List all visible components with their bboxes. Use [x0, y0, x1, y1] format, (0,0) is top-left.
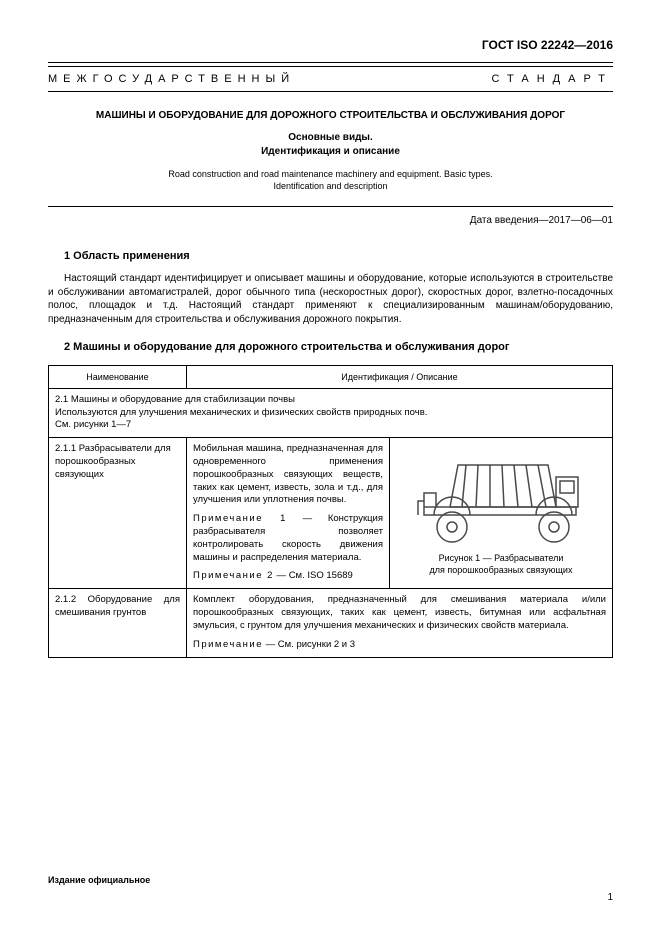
- row-2-1-2-p1: Комплект оборудования, предназначенный д…: [193, 594, 606, 632]
- row-2-1-2-note: Примечание — См. рисунки 2 и 3: [193, 639, 606, 652]
- spreader-truck-icon: [406, 449, 596, 549]
- page-number: 1: [607, 892, 613, 903]
- document-code: ГОСТ ISO 22242—2016: [48, 38, 613, 52]
- title-subtitle: Основные виды. Идентификация и описание: [48, 131, 613, 158]
- footer-edition: Издание официальное: [48, 875, 150, 885]
- row-2-1-1-note2: Примечание 2 — См. ISO 15689: [193, 570, 383, 583]
- title-en-line1: Road construction and road maintenance m…: [168, 169, 492, 179]
- heading-word-2: СТАНДАРТ: [491, 73, 613, 85]
- intro-date: Дата введения—2017—06—01: [48, 215, 613, 226]
- note-2-label: Примечание 2: [193, 570, 274, 581]
- section-1-heading: 1 Область применения: [64, 250, 613, 262]
- table-row-2-1-2: 2.1.2 Оборудование для смешивания грунто…: [49, 589, 613, 657]
- row-2-1-1-desc: Мобильная машина, предназначенная для од…: [187, 438, 390, 589]
- row-2-1-line1: 2.1 Машины и оборудование для стабилизац…: [55, 394, 295, 405]
- fig1-line1: Рисунок 1 — Разбрасыватели: [439, 553, 564, 563]
- row-2-1-1-note1: Примечание 1 — Конструкция разбрасывател…: [193, 513, 383, 564]
- fig1-line2: для порошкообразных связующих: [430, 565, 573, 575]
- rule-top: [48, 62, 613, 67]
- section-1-body: Настоящий стандарт идентифицирует и опис…: [48, 272, 613, 326]
- page: ГОСТ ISO 22242—2016 МЕЖГОСУДАРСТВЕННЫЙ С…: [0, 0, 661, 935]
- machinery-table: Наименование Идентификация / Описание 2.…: [48, 365, 613, 658]
- title-sub-line2: Идентификация и описание: [261, 146, 400, 157]
- row-2-1-1-p1: Мобильная машина, предназначенная для од…: [193, 443, 383, 507]
- row-2-1-line2: Используются для улучшения механических …: [55, 407, 427, 418]
- table-header-row: Наименование Идентификация / Описание: [49, 365, 613, 388]
- row-2-1-2-note-text: — См. рисунки 2 и 3: [263, 639, 355, 650]
- row-2-1-2-note-label: Примечание: [193, 639, 263, 650]
- row-2-1-1-name: 2.1.1 Разбрасыватели для порошкообразных…: [49, 438, 187, 589]
- row-2-1-line3: См. рисунки 1—7: [55, 419, 131, 430]
- title-english: Road construction and road maintenance m…: [48, 168, 613, 192]
- figure-1-caption: Рисунок 1 — Разбрасыватели для порошкооб…: [396, 553, 606, 576]
- title-main: МАШИНЫ И ОБОРУДОВАНИЕ ДЛЯ ДОРОЖНОГО СТРО…: [48, 110, 613, 121]
- note-2-text: — См. ISO 15689: [274, 570, 353, 581]
- row-2-1-1-figure: Рисунок 1 — Разбрасыватели для порошкооб…: [390, 438, 613, 589]
- table-row-2-1: 2.1 Машины и оборудование для стабилизац…: [49, 388, 613, 437]
- heading-word-1: МЕЖГОСУДАРСТВЕННЫЙ: [48, 73, 295, 85]
- section-2-heading: 2 Машины и оборудование для дорожного ст…: [64, 340, 613, 354]
- note-1-label: Примечание 1: [193, 513, 287, 524]
- table-row-2-1-1: 2.1.1 Разбрасыватели для порошкообразных…: [49, 438, 613, 589]
- row-2-1-2-desc: Комплект оборудования, предназначенный д…: [187, 589, 613, 657]
- row-2-1-cell: 2.1 Машины и оборудование для стабилизац…: [49, 388, 613, 437]
- row-2-1-2-name: 2.1.2 Оборудование для смешивания грунто…: [49, 589, 187, 657]
- rule-mid: [48, 91, 613, 92]
- rule-thin: [48, 206, 613, 207]
- title-sub-line1: Основные виды.: [288, 132, 373, 143]
- interstate-standard-heading: МЕЖГОСУДАРСТВЕННЫЙ СТАНДАРТ: [48, 73, 613, 85]
- table-header-name: Наименование: [49, 365, 187, 388]
- table-header-desc: Идентификация / Описание: [187, 365, 613, 388]
- title-en-line2: Identification and description: [273, 181, 387, 191]
